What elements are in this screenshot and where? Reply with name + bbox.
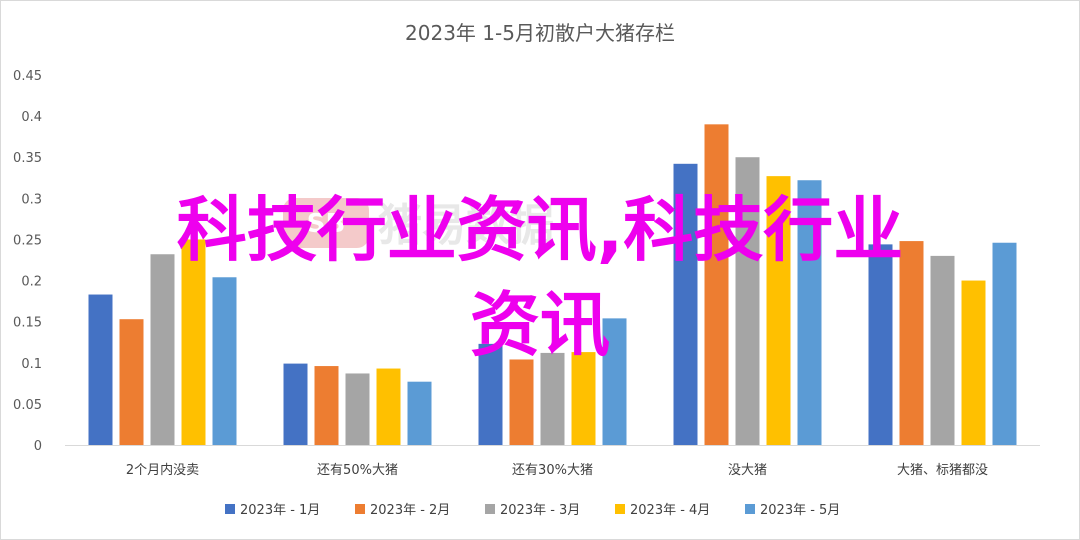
bar: [540, 352, 565, 445]
watermark-text: 猪易数据: [378, 200, 554, 251]
legend-swatch: [355, 504, 365, 514]
y-tick-label: 0.25: [13, 233, 42, 248]
overlay-text-line2: 资讯: [470, 284, 610, 366]
bar: [992, 242, 1017, 445]
bar: [283, 363, 308, 445]
bar: [314, 366, 339, 445]
x-axis: 2个月内没卖 还有50%大猪 还有30%大猪 没大猪 大猪、标猪都没: [126, 462, 988, 478]
y-tick-label: 0.2: [21, 275, 42, 290]
bar: [766, 176, 791, 445]
y-tick-label: 0.45: [13, 69, 42, 84]
legend-label: 2023年 - 3月: [500, 503, 580, 518]
x-tick-label: 2个月内没卖: [126, 462, 199, 478]
watermark-logo-badge: [283, 198, 369, 248]
y-tick-label: 0.05: [13, 398, 42, 413]
bar: [704, 124, 729, 445]
legend: 2023年 - 1月 2023年 - 2月 2023年 - 3月 2023年 - 4月…: [225, 503, 840, 518]
bar: [478, 343, 503, 445]
y-tick-label: 0.15: [13, 316, 42, 331]
y-tick-label: 0.4: [21, 110, 42, 125]
y-tick-label: 0.35: [13, 151, 42, 166]
legend-swatch: [225, 504, 235, 514]
bar: [930, 255, 955, 445]
bar: [673, 163, 698, 446]
bar: [602, 318, 627, 445]
bar: [181, 239, 206, 445]
legend-label: 2023年 - 4月: [630, 503, 710, 518]
bar: [509, 359, 534, 445]
bar: [150, 254, 175, 445]
watermark: SB 猪易数据: [283, 198, 554, 251]
bar: [899, 241, 924, 445]
bar: [797, 180, 822, 445]
x-tick-label: 还有30%大猪: [512, 463, 593, 478]
y-tick-label: 0.3: [21, 192, 42, 207]
x-tick-label: 大猪、标猪都没: [897, 463, 988, 478]
legend-label: 2023年 - 2月: [370, 503, 450, 518]
legend-label: 2023年 - 1月: [240, 503, 320, 518]
watermark-logo-text: SB: [307, 209, 346, 239]
y-tick-label: 0.1: [21, 357, 42, 372]
bar: [345, 373, 370, 445]
x-tick-label: 没大猪: [728, 463, 767, 478]
overlay-text-line1: 科技行业资讯,科技行业: [176, 189, 904, 271]
y-axis: 0 0.05 0.1 0.15 0.2 0.25 0.3 0.35 0.4 0.45: [13, 69, 42, 454]
legend-swatch: [485, 504, 495, 514]
bar: [735, 157, 760, 445]
y-tick-label: 0: [34, 439, 42, 454]
bars: [88, 124, 1017, 446]
bar: [961, 280, 986, 445]
chart-title: 2023年 1-5月初散户大猪存栏: [405, 21, 675, 45]
bar: [119, 319, 144, 445]
bar: [868, 244, 893, 445]
legend-swatch: [745, 504, 755, 514]
x-tick-label: 还有50%大猪: [317, 463, 398, 478]
bar: [407, 381, 432, 445]
bar: [571, 352, 596, 445]
legend-label: 2023年 - 5月: [760, 503, 840, 518]
legend-swatch: [615, 504, 625, 514]
bar: [212, 277, 237, 445]
bar: [376, 368, 401, 445]
bar: [88, 294, 113, 445]
